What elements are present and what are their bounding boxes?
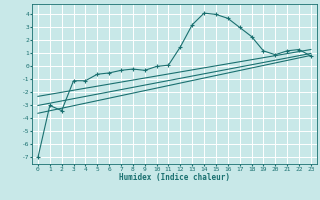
X-axis label: Humidex (Indice chaleur): Humidex (Indice chaleur) — [119, 173, 230, 182]
